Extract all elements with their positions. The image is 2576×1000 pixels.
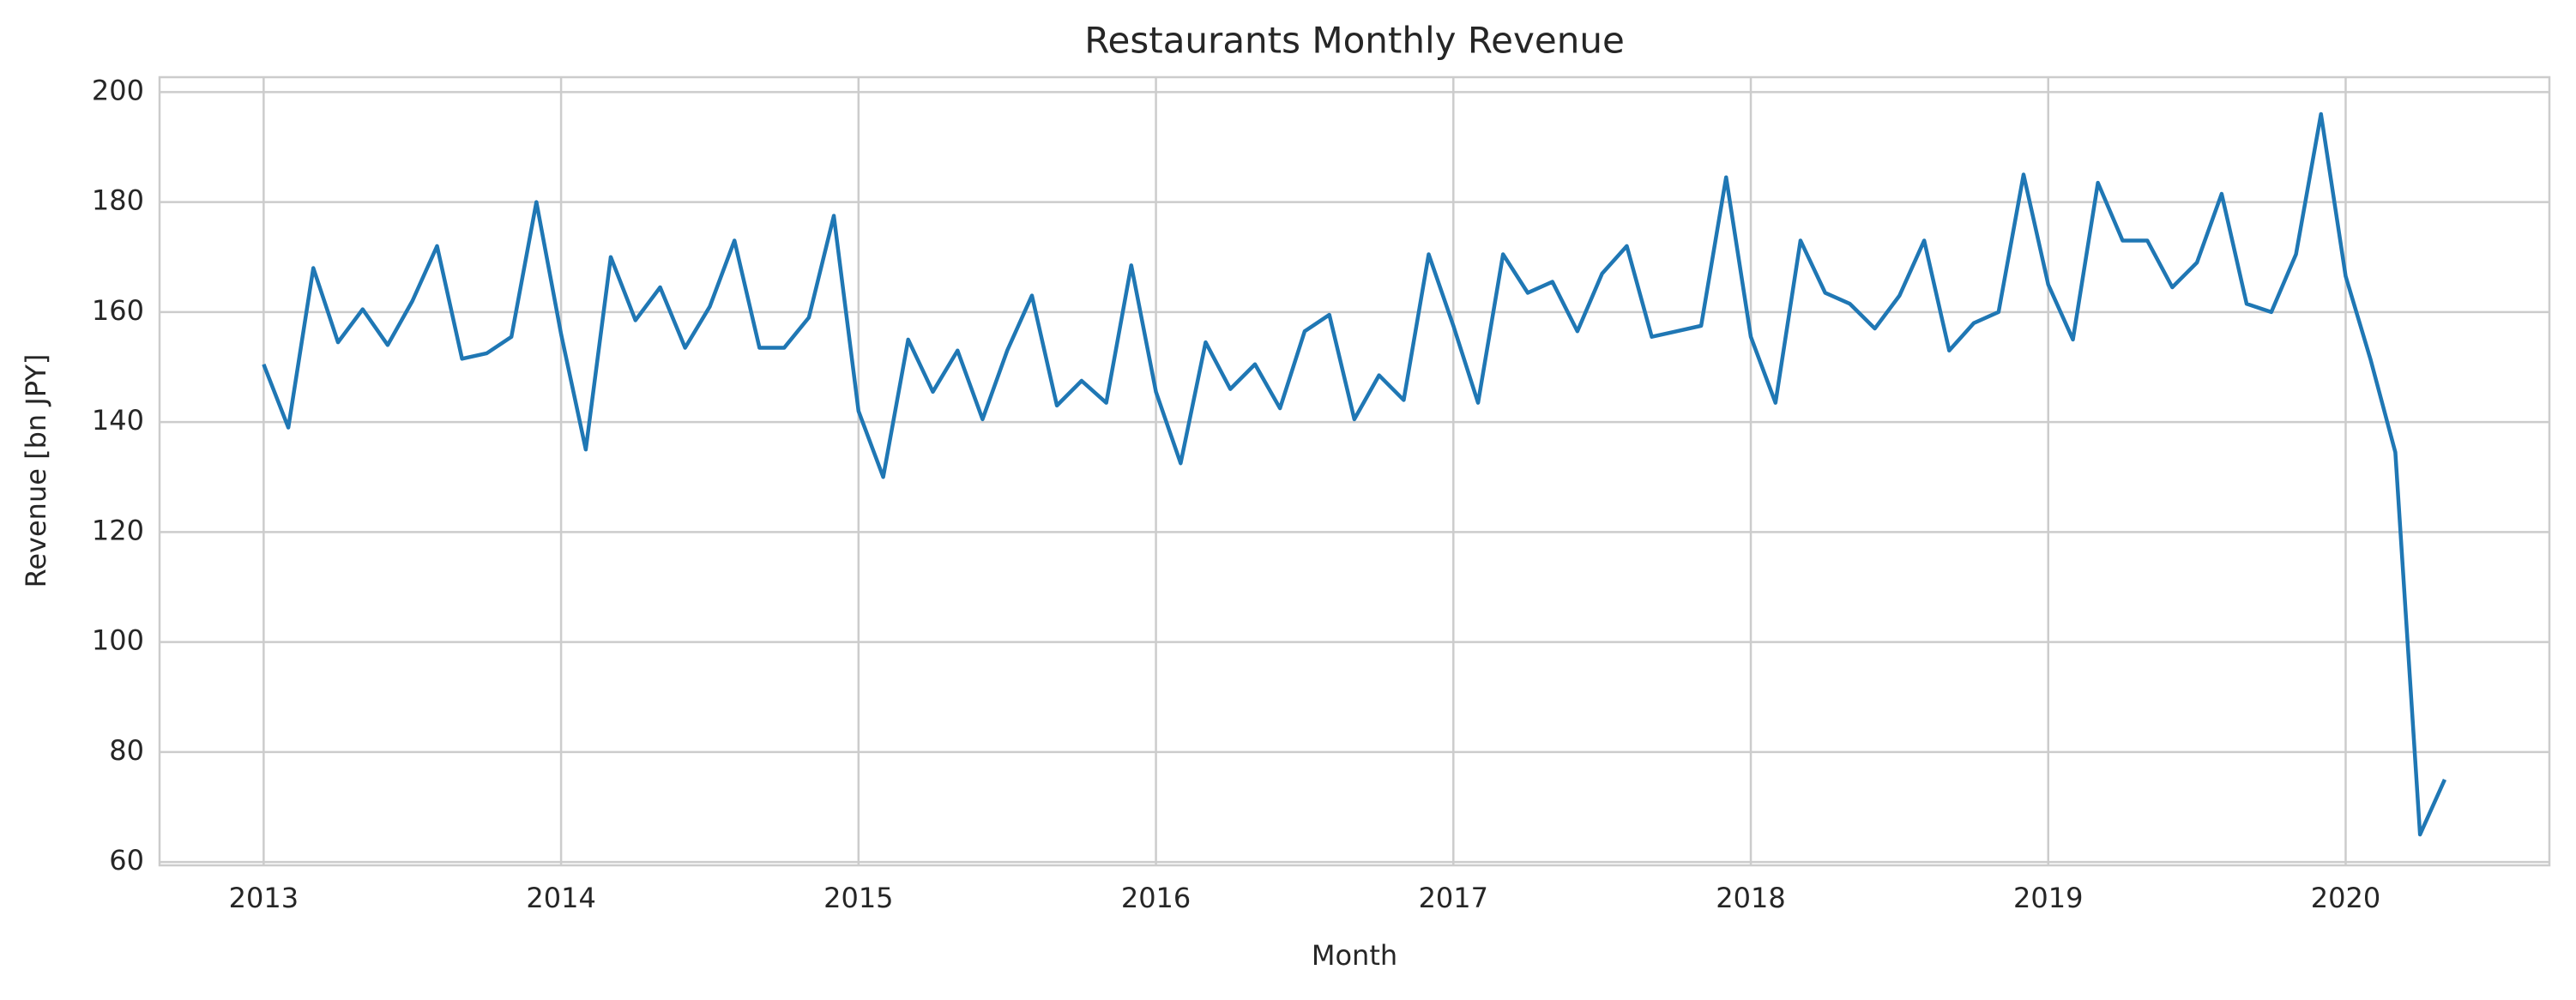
- plot-frame: [158, 75, 2551, 867]
- chart-title: Restaurants Monthly Revenue: [1084, 20, 1625, 62]
- x-tick-label: 2018: [1716, 882, 1785, 914]
- y-tick-label: 200: [92, 74, 144, 106]
- y-axis-label: Revenue [bn JPY]: [20, 354, 52, 588]
- line: [262, 111, 2447, 837]
- x-tick-label: 2019: [2013, 882, 2083, 914]
- y-tick-label: 160: [92, 294, 144, 327]
- y-tick-label: 80: [109, 734, 144, 767]
- y-tick-label: 60: [109, 844, 144, 877]
- x-tick-label: 2017: [1419, 882, 1488, 914]
- x-tick-label: 2014: [526, 882, 595, 914]
- x-tick-label: 2020: [2311, 882, 2380, 914]
- y-tick-label: 120: [92, 514, 144, 546]
- y-tick-label: 100: [92, 624, 144, 657]
- x-tick-label: 2015: [823, 882, 893, 914]
- x-tick-label: 2013: [229, 882, 299, 914]
- y-tick-label: 180: [92, 184, 144, 217]
- x-axis-label: Month: [1312, 939, 1397, 972]
- x-tick-label: 2016: [1121, 882, 1191, 914]
- y-tick-label: 140: [92, 404, 144, 437]
